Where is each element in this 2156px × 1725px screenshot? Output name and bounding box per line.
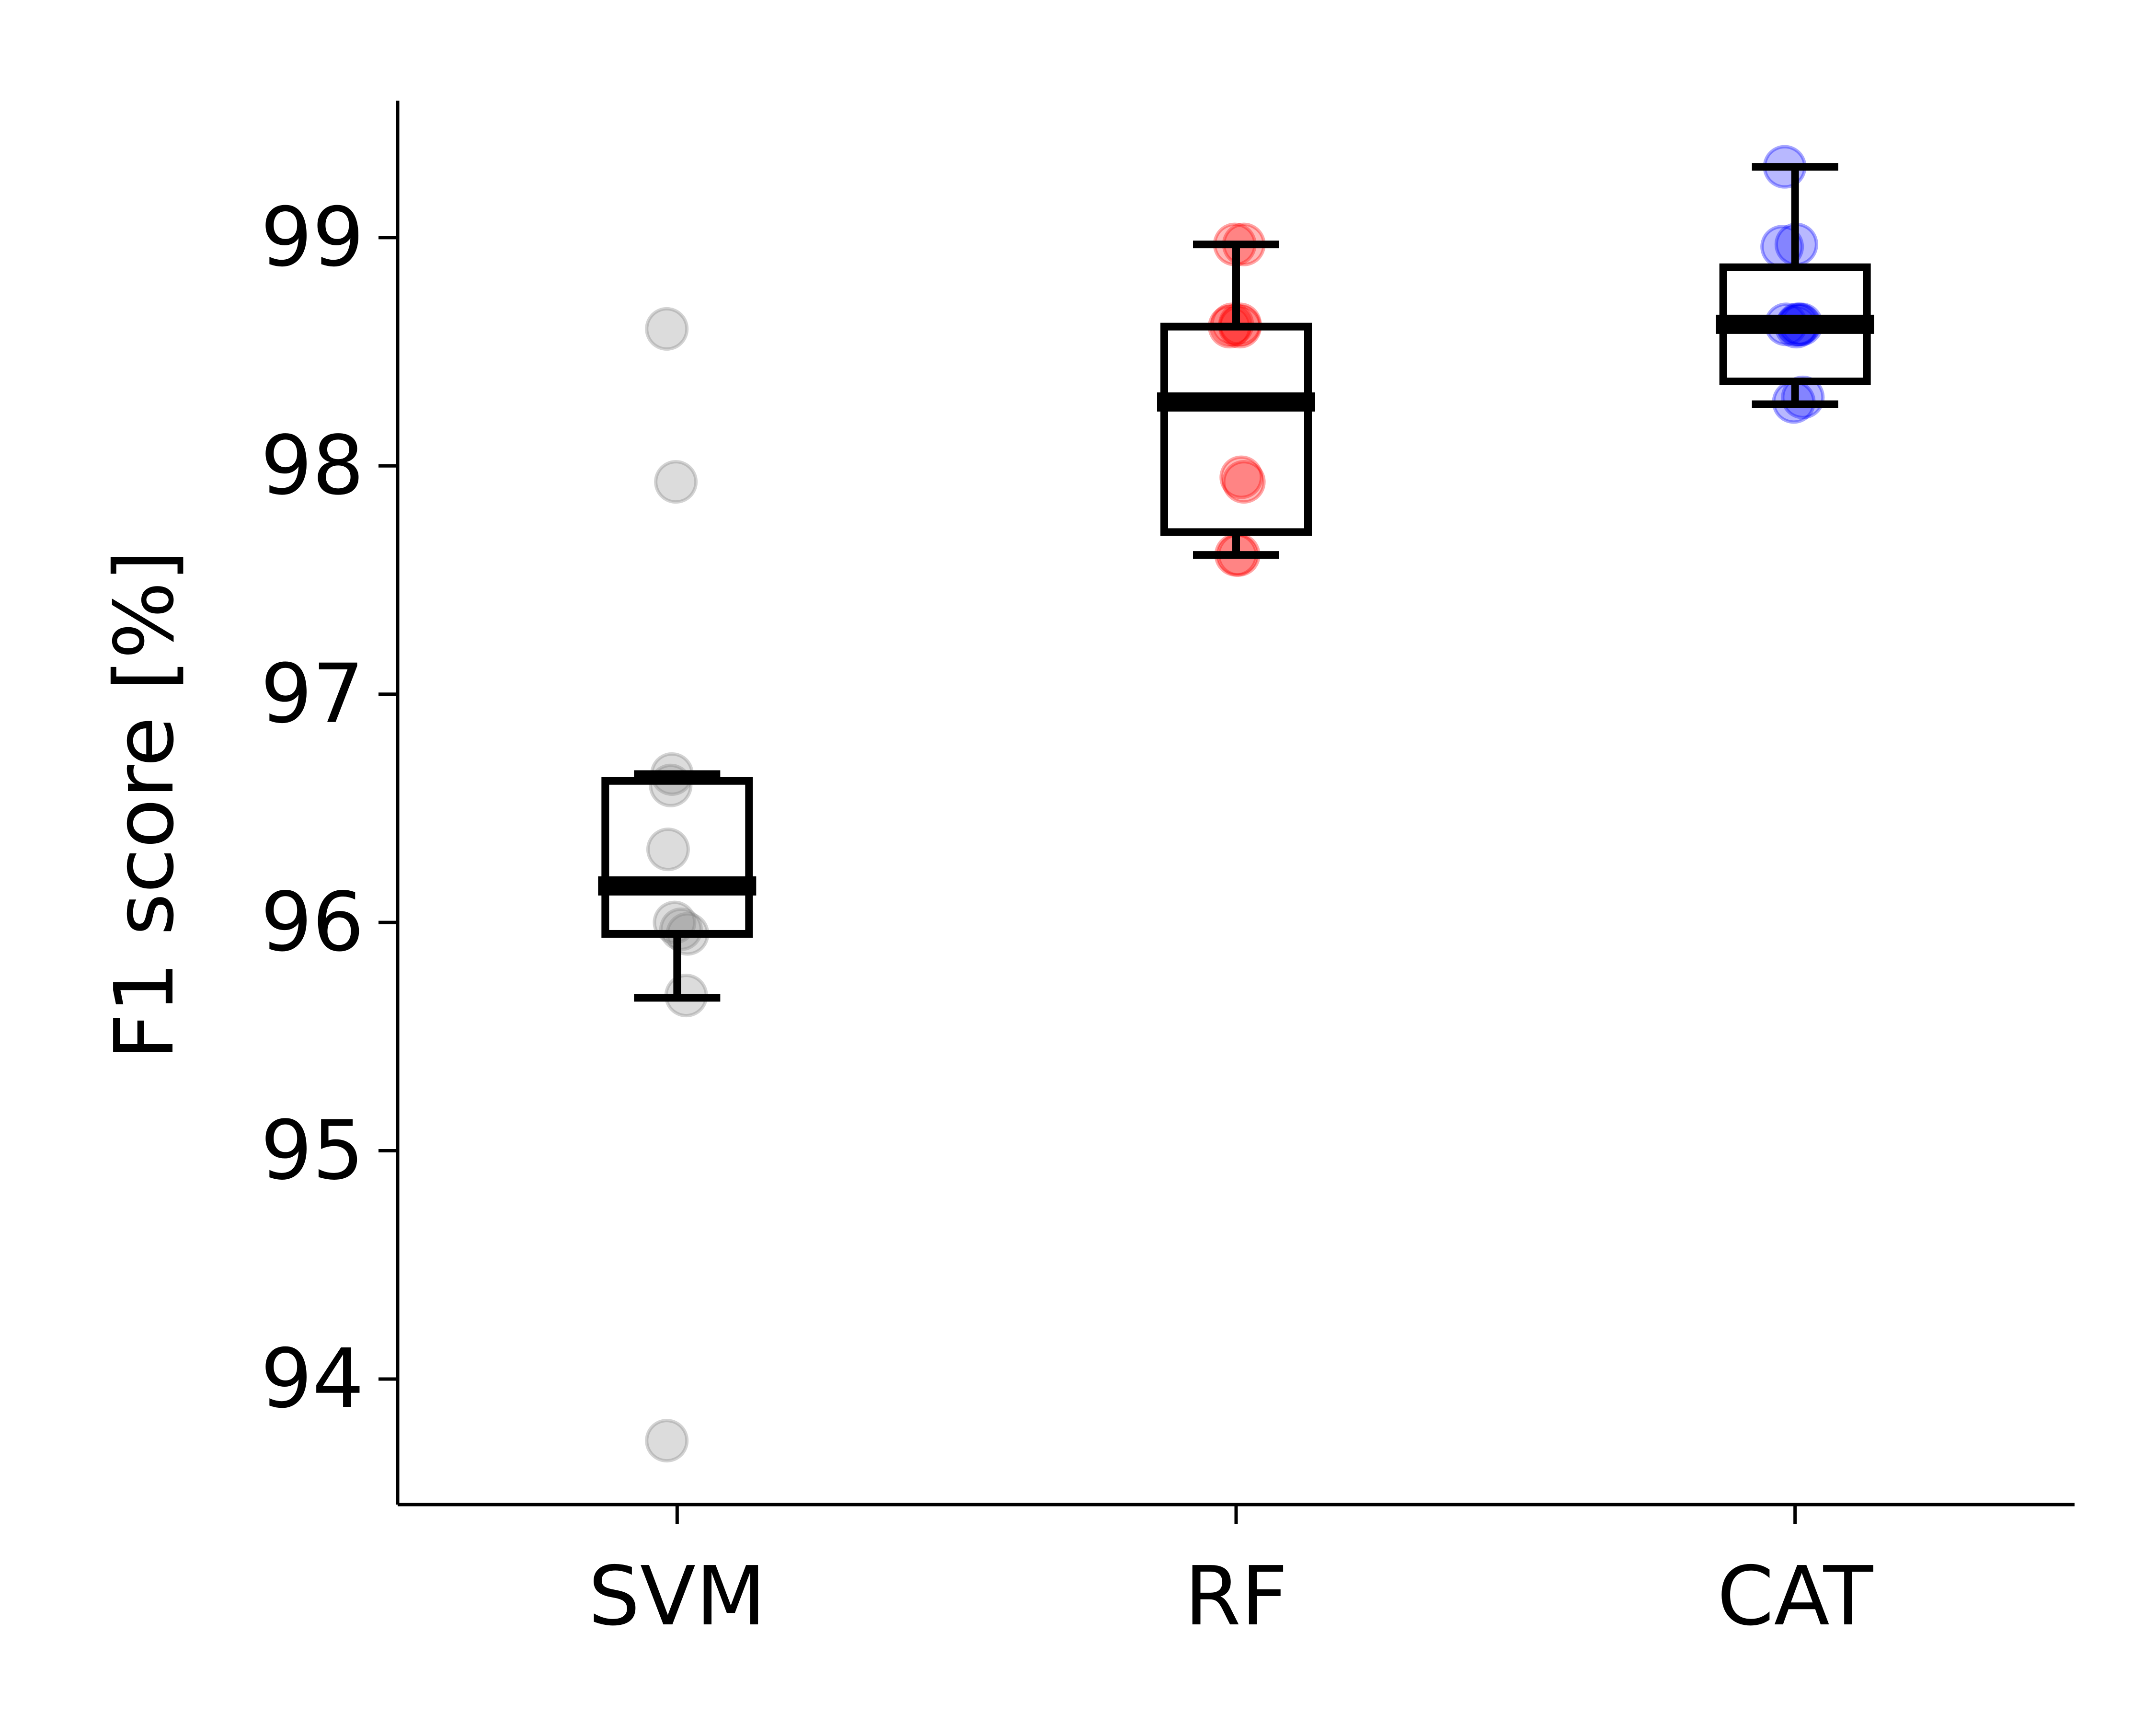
- data-point: [645, 1419, 689, 1463]
- x-tick-label: CAT: [1717, 1549, 1874, 1644]
- axes: 94 95 96 97 98 99 SVM RF CAT: [261, 101, 2075, 1644]
- y-tick-label: 97: [261, 647, 364, 742]
- box-plots: [598, 163, 1874, 1002]
- data-point: [645, 307, 689, 351]
- y-axis-label: F1 score [%]: [97, 550, 192, 1060]
- x-tick-label: RF: [1184, 1549, 1288, 1644]
- data-point: [654, 460, 698, 504]
- data-point: [1219, 455, 1263, 499]
- data-point: [1222, 460, 1266, 504]
- y-tick-label: 95: [261, 1104, 364, 1198]
- data-point: [646, 828, 690, 872]
- data-points: [645, 145, 1825, 1463]
- y-tick-label: 96: [261, 875, 364, 970]
- y-tick-label: 94: [261, 1332, 364, 1426]
- data-point: [659, 907, 703, 951]
- y-tick-label: 99: [261, 190, 364, 285]
- y-tick-label: 98: [261, 418, 364, 513]
- x-tick-label: SVM: [588, 1549, 766, 1644]
